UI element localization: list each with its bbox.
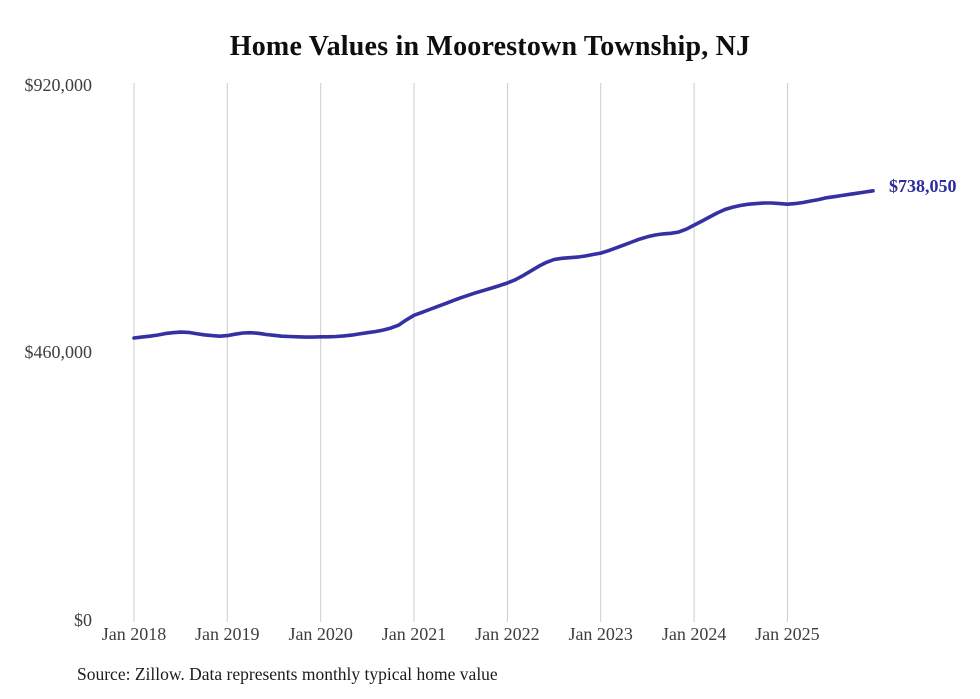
x-tick-label: Jan 2020	[288, 624, 353, 644]
chart-title: Home Values in Moorestown Township, NJ	[229, 31, 751, 62]
value-line	[132, 189, 875, 340]
y-tick-label: $460,000	[24, 342, 93, 362]
latest-value-label: $738,050	[889, 175, 957, 196]
x-tick-label: Jan 2022	[475, 624, 540, 644]
source-note: Source: Zillow. Data represents monthly …	[77, 664, 498, 684]
x-tick-label: Jan 2018	[101, 624, 167, 644]
y-tick-label: $920,000	[24, 74, 93, 95]
gridlines	[133, 83, 788, 622]
x-tick-label: Jan 2025	[755, 624, 820, 644]
x-tick-label: Jan 2023	[568, 624, 633, 644]
y-tick-label: $0	[74, 609, 92, 630]
x-tick-label: Jan 2019	[195, 624, 260, 644]
x-tick-label: Jan 2024	[661, 624, 727, 644]
x-tick-label: Jan 2021	[381, 624, 447, 644]
